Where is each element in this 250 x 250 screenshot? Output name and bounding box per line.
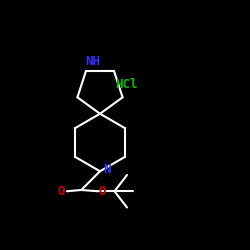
- Text: O: O: [99, 185, 106, 198]
- Text: NH: NH: [85, 55, 100, 68]
- Text: O: O: [58, 185, 66, 198]
- Text: HCl: HCl: [115, 78, 137, 91]
- Text: N: N: [103, 163, 110, 176]
